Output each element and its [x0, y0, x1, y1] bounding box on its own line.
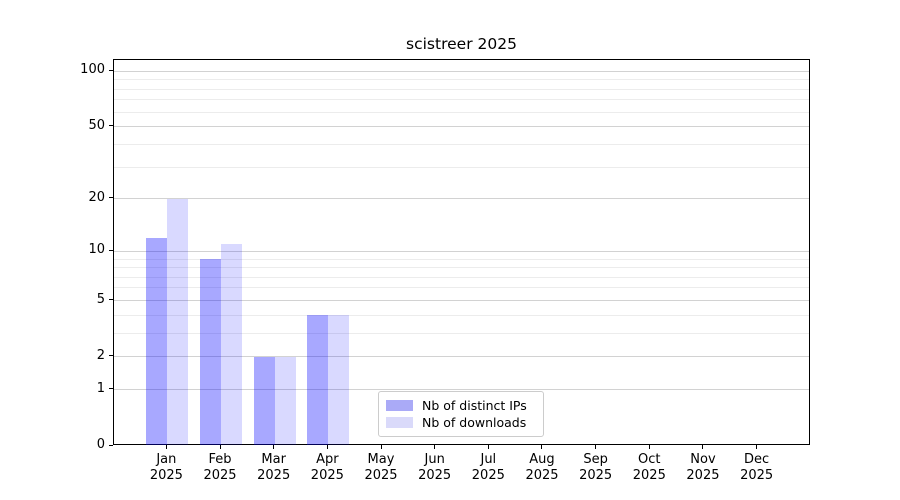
plot-area — [113, 59, 810, 445]
bar-jan-distinct-ips — [146, 237, 168, 445]
major-gridline — [114, 300, 809, 301]
x-tick-label: Jun 2025 — [418, 452, 452, 483]
bar-feb-distinct-ips — [200, 259, 222, 445]
x-tick-label: Feb 2025 — [203, 452, 237, 483]
major-gridline — [114, 389, 809, 391]
minor-gridline — [114, 111, 809, 113]
major-gridline — [114, 198, 809, 200]
legend: Nb of distinct IPs Nb of downloads — [378, 391, 544, 437]
y-tick-mark — [109, 444, 113, 446]
legend-item-downloads: Nb of downloads — [386, 415, 535, 430]
y-tick-mark — [109, 388, 113, 390]
x-tick-label: Sep 2025 — [579, 452, 613, 483]
y-tick-label: 5 — [96, 291, 105, 307]
minor-gridline — [114, 99, 809, 101]
x-tick-label: Oct 2025 — [632, 452, 666, 483]
major-gridline — [114, 356, 809, 358]
y-tick-label: 20 — [88, 189, 105, 205]
x-tick-label: Mar 2025 — [257, 452, 291, 483]
x-tick-label: Dec 2025 — [740, 452, 774, 483]
y-tick-label: 1 — [96, 380, 105, 396]
y-tick-mark — [109, 249, 113, 251]
minor-gridline — [114, 143, 809, 145]
minor-gridline — [114, 332, 809, 334]
minor-gridline — [114, 258, 809, 260]
x-tick-mark — [219, 445, 221, 449]
bar-apr-distinct-ips — [307, 315, 329, 445]
x-tick-label: Jan 2025 — [149, 452, 183, 483]
chart-title: scistreer 2025 — [406, 35, 517, 53]
y-tick-label: 10 — [88, 242, 105, 258]
y-tick-mark — [109, 125, 113, 127]
x-tick-mark — [487, 445, 489, 449]
minor-gridline — [114, 276, 809, 278]
x-tick-label: Aug 2025 — [525, 452, 559, 483]
y-tick-label: 100 — [80, 62, 105, 78]
minor-gridline — [114, 166, 809, 168]
x-tick-label: Nov 2025 — [686, 452, 720, 483]
y-tick-mark — [109, 355, 113, 357]
major-gridline — [114, 126, 809, 128]
minor-gridline — [114, 88, 809, 90]
x-tick-label: Apr 2025 — [310, 452, 344, 483]
x-tick-mark — [595, 445, 597, 449]
x-tick-mark — [648, 445, 650, 449]
y-tick-mark — [109, 69, 113, 71]
minor-gridline — [114, 267, 809, 269]
legend-label-downloads: Nb of downloads — [422, 415, 527, 430]
x-tick-mark — [756, 445, 758, 449]
bar-jan-downloads — [167, 198, 189, 445]
legend-swatch-distinct-ips — [386, 400, 413, 411]
minor-gridline — [114, 314, 809, 316]
x-tick-mark — [273, 445, 275, 449]
y-tick-label: 2 — [96, 347, 105, 363]
bar-mar-downloads — [274, 356, 296, 445]
x-tick-mark — [380, 445, 382, 449]
x-tick-label: Jul 2025 — [471, 452, 505, 483]
x-tick-mark — [326, 445, 328, 449]
legend-swatch-downloads — [386, 417, 413, 428]
legend-label-distinct-ips: Nb of distinct IPs — [422, 398, 527, 413]
x-tick-mark — [434, 445, 436, 449]
bar-mar-distinct-ips — [253, 356, 275, 445]
x-tick-mark — [165, 445, 167, 449]
major-gridline — [114, 70, 809, 72]
major-gridline — [114, 250, 809, 252]
x-tick-label: May 2025 — [364, 452, 398, 483]
y-tick-label: 50 — [88, 117, 105, 133]
legend-item-distinct-ips: Nb of distinct IPs — [386, 398, 535, 413]
x-tick-mark — [702, 445, 704, 449]
bar-apr-downloads — [328, 315, 350, 445]
minor-gridline — [114, 79, 809, 81]
minor-gridline — [114, 287, 809, 289]
y-tick-label: 0 — [96, 437, 105, 452]
bar-feb-downloads — [221, 244, 242, 445]
x-tick-mark — [541, 445, 543, 449]
y-tick-mark — [109, 299, 113, 300]
y-tick-mark — [109, 197, 113, 199]
